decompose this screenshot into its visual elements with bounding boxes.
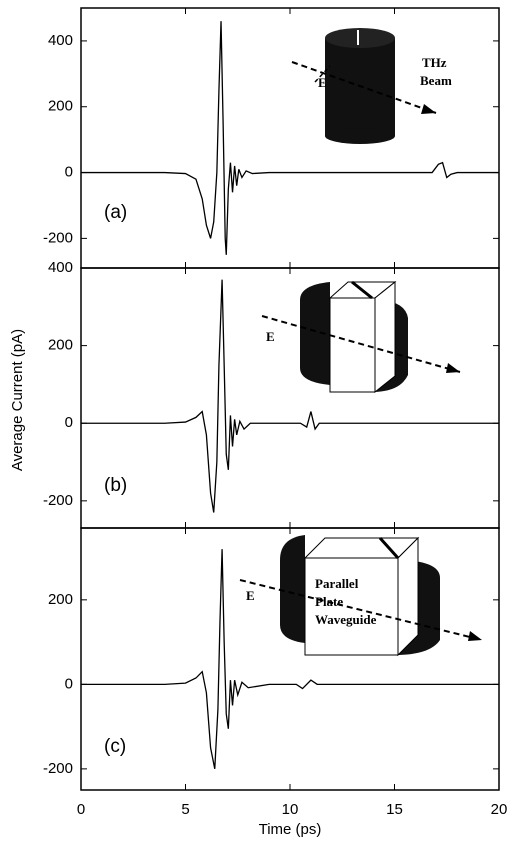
y-tick-label: -200 xyxy=(43,492,73,509)
y-tick-label: 0 xyxy=(65,675,73,692)
inset-label: Waveguide xyxy=(315,612,377,627)
panel-label: (a) xyxy=(104,202,127,223)
y-tick-label: 200 xyxy=(48,591,73,608)
inset-label: Beam xyxy=(420,73,452,88)
x-tick-label: 15 xyxy=(386,801,403,818)
plot-frame xyxy=(80,267,500,529)
inset-label: E xyxy=(246,588,255,603)
inset-label: E xyxy=(266,329,275,344)
x-tick-label: 5 xyxy=(181,801,189,818)
y-tick-label: 400 xyxy=(48,32,73,49)
panel-label: (b) xyxy=(104,475,127,496)
x-tick-label: 10 xyxy=(282,801,299,818)
inset-c xyxy=(239,535,483,657)
y-axis-label: Average Current (pA) xyxy=(9,329,26,471)
y-tick-label: 200 xyxy=(48,98,73,115)
y-tick-label: -200 xyxy=(43,229,73,246)
signal-line xyxy=(81,549,499,769)
inset-label: E xyxy=(318,75,327,90)
panel-label: (c) xyxy=(104,736,126,757)
y-tick-label: 200 xyxy=(48,337,73,354)
y-tick-label: 0 xyxy=(65,164,73,181)
signal-line xyxy=(81,21,499,255)
inset-b xyxy=(261,280,461,394)
inset-label: Parallel xyxy=(315,576,359,591)
signal-line xyxy=(81,279,499,513)
inset-a xyxy=(291,28,437,144)
x-tick-label: 0 xyxy=(77,801,85,818)
y-tick-label: 400 xyxy=(48,259,73,276)
y-tick-label: 0 xyxy=(65,414,73,431)
inset-label: THz xyxy=(422,55,447,70)
y-tick-label: -200 xyxy=(43,760,73,777)
plot-frame xyxy=(80,7,500,269)
x-tick-label: 20 xyxy=(491,801,508,818)
inset-label: Plate xyxy=(315,594,343,609)
x-axis-label: Time (ps) xyxy=(259,821,322,838)
